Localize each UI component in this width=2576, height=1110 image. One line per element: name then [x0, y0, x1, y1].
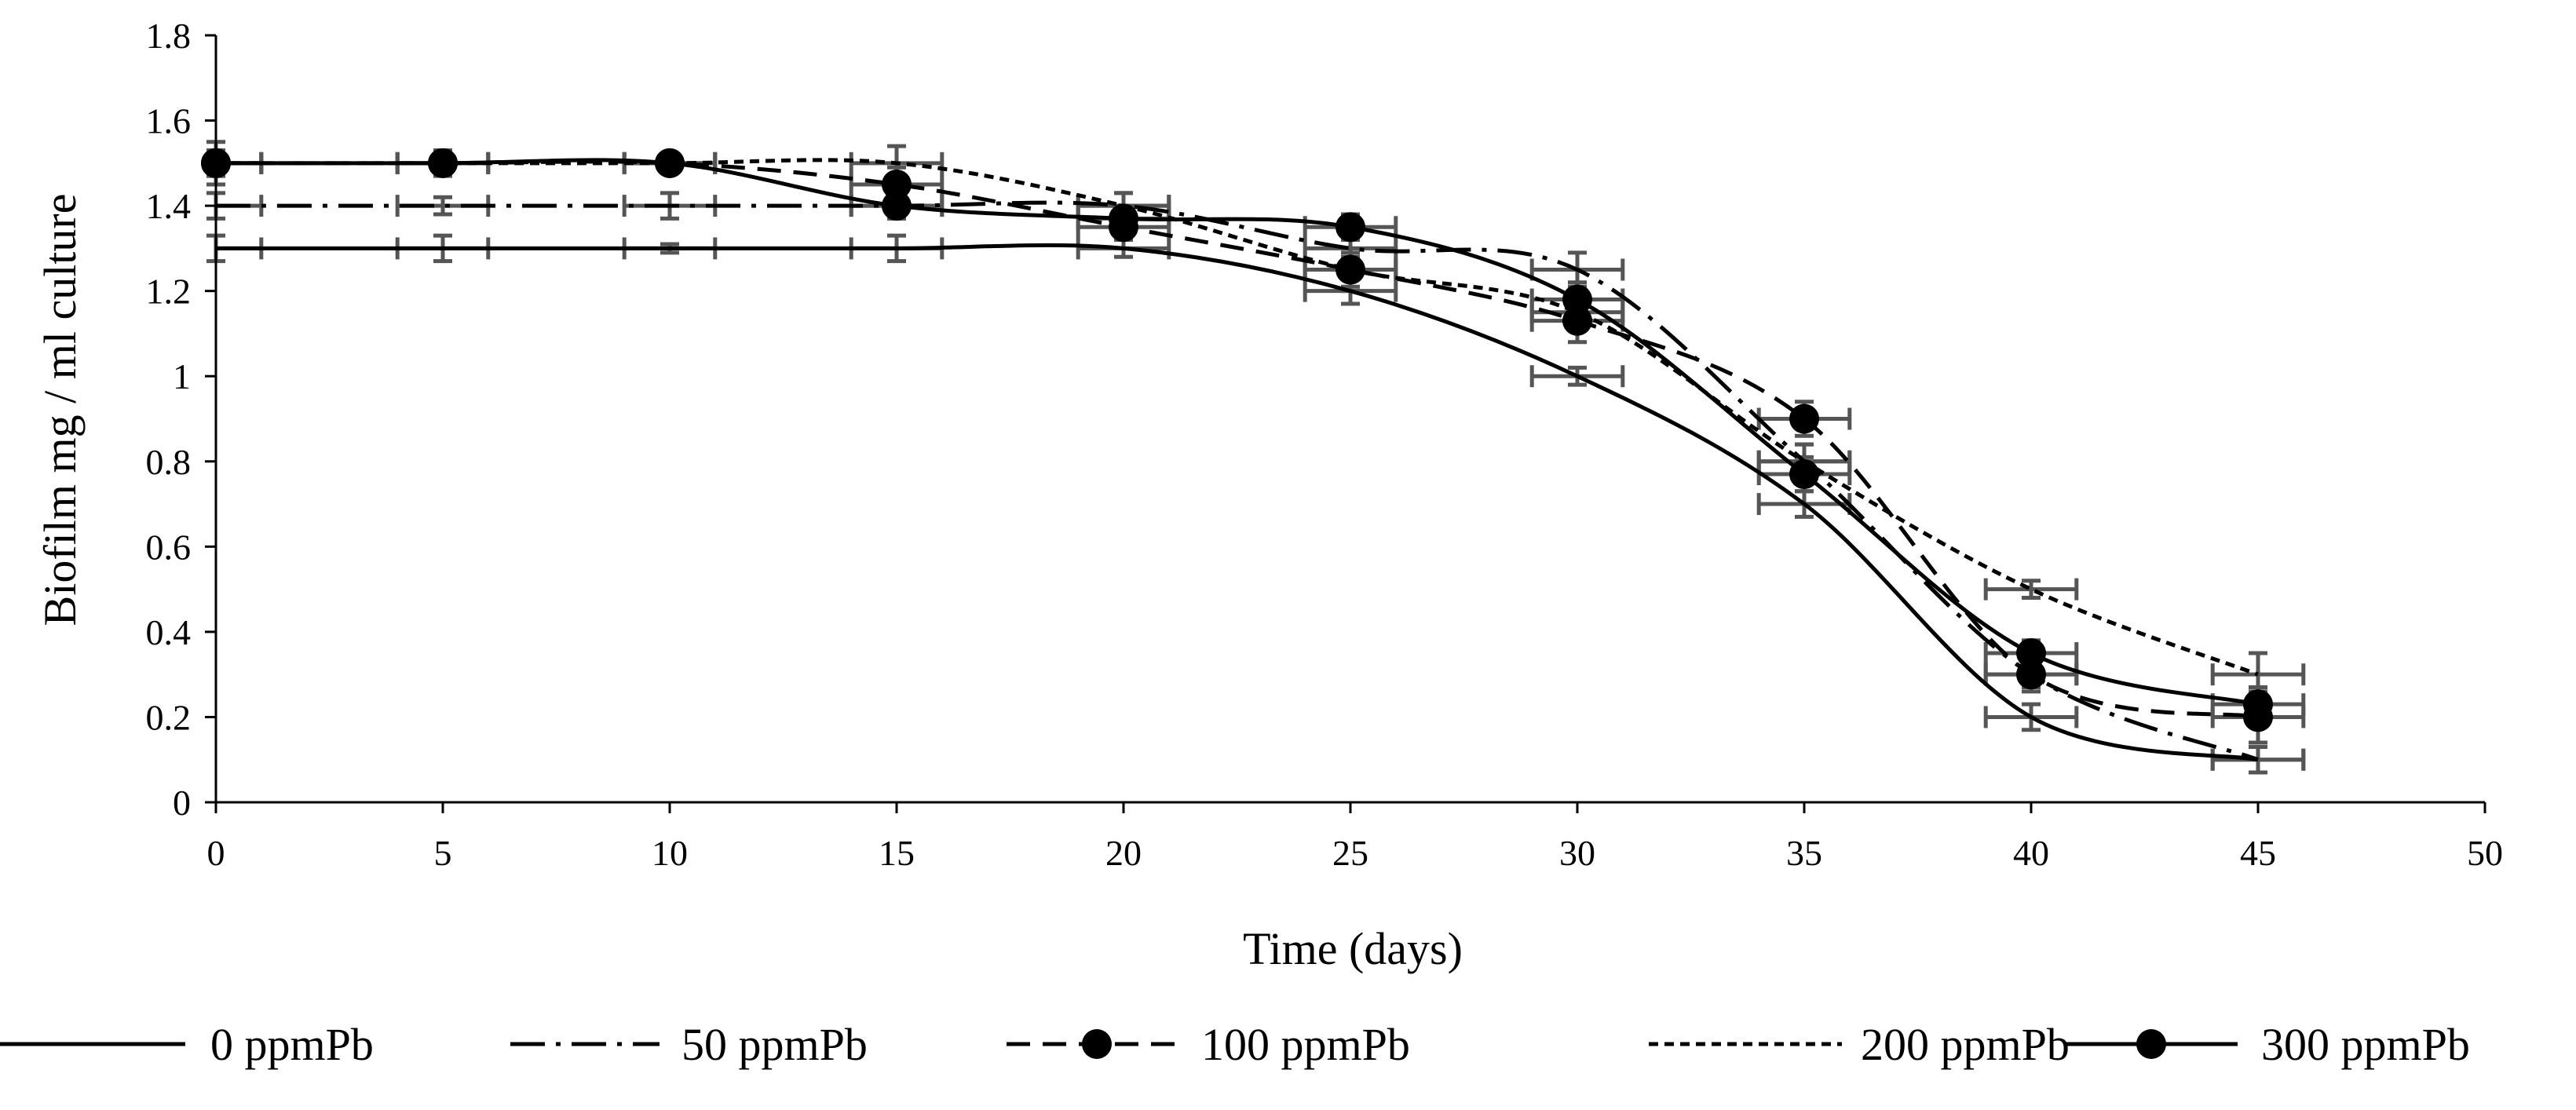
x-tick-label: 0: [207, 833, 225, 873]
data-point: [1562, 305, 1592, 336]
y-tick-label: 1.6: [146, 101, 192, 141]
y-axis-title: Biofilm mg / ml culture: [35, 194, 86, 626]
data-point: [882, 191, 912, 221]
x-tick-label: 45: [2240, 833, 2276, 873]
y-tick-label: 0.8: [146, 442, 192, 482]
series-line-3: [216, 158, 2259, 677]
data-point: [2016, 638, 2046, 669]
data-point: [1336, 254, 1365, 285]
error-bar: [1983, 578, 2079, 601]
series-line-0: [216, 243, 2259, 762]
data-point: [1562, 284, 1592, 315]
series-line-2: [216, 159, 2259, 719]
data-point: [428, 148, 458, 178]
x-tick-label: 10: [652, 833, 688, 873]
x-tick-label: 5: [434, 833, 452, 873]
axes: [205, 34, 2486, 813]
data-point: [882, 169, 912, 199]
legend-label: 300 ppmPb: [2261, 1019, 2470, 1070]
legend-item-4: 300 ppmPb: [2065, 1019, 2470, 1070]
legend-item-1: 50 ppmPb: [510, 1019, 868, 1070]
legend-label: 100 ppmPb: [1201, 1019, 1410, 1070]
data-point: [1789, 403, 1819, 434]
legend-label: 50 ppmPb: [681, 1019, 868, 1070]
data-point: [1789, 459, 1819, 490]
series-markers: [201, 148, 2273, 732]
legend-label: 200 ppmPb: [1861, 1019, 2070, 1070]
data-point: [2243, 689, 2273, 720]
series-line-1: [215, 200, 2259, 762]
x-tick-label: 35: [1786, 833, 1822, 873]
data-point: [1109, 203, 1138, 234]
y-tick-label: 1.4: [146, 186, 192, 226]
plot-area: 0 0.2 0.4 0.6 0.8 1 1.2 1.4 1.6 1.8 0 5 10 15 20 25 30 35…: [146, 16, 2504, 873]
legend-marker: [2136, 1029, 2166, 1059]
y-tick-label: 1.2: [146, 272, 192, 312]
legend-item-0: 0 ppmPb: [0, 1019, 374, 1070]
legend-label: 0 ppmPb: [210, 1019, 374, 1070]
x-tick-label: 25: [1332, 833, 1368, 873]
data-point: [1336, 212, 1365, 243]
x-tick-label: 30: [1559, 833, 1595, 873]
series-lines: [215, 158, 2259, 762]
y-tick-label: 1: [173, 356, 191, 396]
series-line-4: [216, 158, 2259, 707]
x-axis-title: Time (days): [1243, 923, 1463, 974]
y-tick-label: 0.4: [146, 612, 192, 652]
y-tick-label: 1.8: [146, 16, 192, 56]
y-tick-label: 0.6: [146, 527, 192, 567]
error-bars: [206, 140, 2306, 775]
legend-item-2: 100 ppmPb: [1007, 1019, 1410, 1070]
tick-labels: 0 0.2 0.4 0.6 0.8 1 1.2 1.4 1.6 1.8 0 5 10 15 20 25 30 35…: [146, 16, 2504, 873]
data-point: [655, 148, 685, 178]
x-tick-label: 40: [2013, 833, 2049, 873]
x-tick-label: 15: [879, 833, 915, 873]
legend: 0 ppmPb 50 ppmPb 100 ppmPb 200 ppmPb 300 ppm…: [0, 1019, 2470, 1070]
data-point: [2016, 659, 2046, 690]
legend-marker: [1082, 1029, 1112, 1059]
legend-item-3: 200 ppmPb: [1649, 1019, 2070, 1070]
y-tick-label: 0.2: [146, 697, 192, 737]
y-tick-label: 0: [173, 783, 191, 823]
x-tick-label: 20: [1105, 833, 1142, 873]
x-tick-label: 50: [2467, 833, 2503, 873]
